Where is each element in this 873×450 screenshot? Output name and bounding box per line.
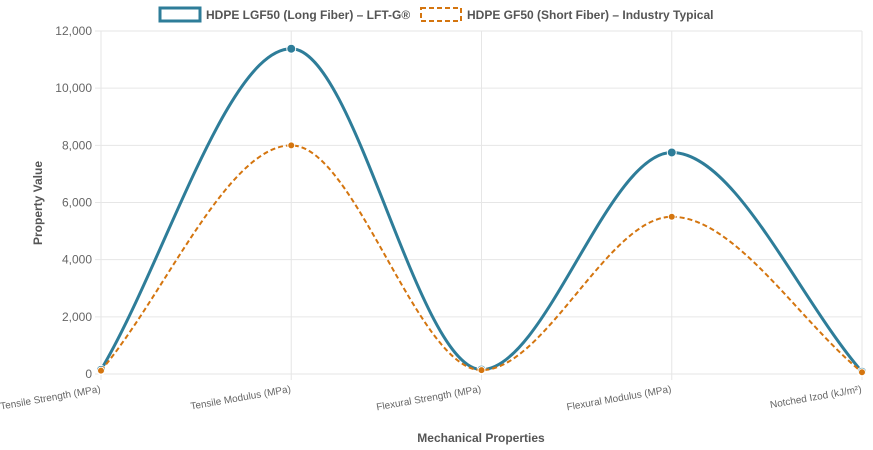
x-axis-title: Mechanical Properties bbox=[417, 431, 545, 445]
legend-label-series-2: HDPE GF50 (Short Fiber) – Industry Typic… bbox=[467, 8, 714, 22]
y-tick-label: 2,000 bbox=[62, 310, 92, 324]
y-tick-label: 6,000 bbox=[62, 196, 92, 210]
x-tick-label: Tensile Strength (MPa) bbox=[0, 384, 102, 412]
legend[interactable]: HDPE LGF50 (Long Fiber) – LFT-G® HDPE GF… bbox=[158, 6, 714, 23]
x-tick-label: Notched Izod (kJ/m²) bbox=[769, 384, 862, 411]
series-2-point bbox=[477, 366, 486, 375]
legend-item-series-1[interactable]: HDPE LGF50 (Long Fiber) – LFT-G® bbox=[158, 6, 410, 23]
series-1-line bbox=[99, 47, 864, 373]
y-tick-label: 0 bbox=[85, 367, 92, 381]
series-2-point bbox=[287, 141, 296, 150]
y-axis-title: Property Value bbox=[31, 161, 45, 245]
legend-item-series-2[interactable]: HDPE GF50 (Short Fiber) – Industry Typic… bbox=[420, 7, 714, 22]
series-1-point bbox=[286, 43, 297, 54]
series bbox=[96, 43, 867, 377]
x-tick-label: Flexural Strength (MPa) bbox=[376, 384, 482, 413]
x-tick-label: Flexural Modulus (MPa) bbox=[566, 384, 672, 413]
y-tick-label: 10,000 bbox=[55, 81, 92, 95]
legend-swatch-series-2 bbox=[420, 7, 462, 22]
x-tick-label: Tensile Modulus (MPa) bbox=[190, 384, 292, 412]
legend-swatch-series-1 bbox=[158, 6, 202, 23]
series-2-point bbox=[858, 368, 866, 377]
y-tick-label: 4,000 bbox=[62, 253, 92, 267]
series-2-point bbox=[667, 212, 676, 221]
series-1-point bbox=[666, 147, 677, 158]
legend-label-series-1: HDPE LGF50 (Long Fiber) – LFT-G® bbox=[206, 8, 410, 22]
y-tick-label: 8,000 bbox=[62, 138, 92, 152]
y-tick-label: 12,000 bbox=[55, 24, 92, 38]
series-2-line bbox=[100, 144, 863, 374]
gridlines bbox=[95, 30, 863, 380]
x-axis-ticks: Tensile Strength (MPa) Tensile Modulus (M… bbox=[0, 384, 863, 413]
y-axis-ticks: 0 2,000 4,000 6,000 8,000 10,000 12,000 bbox=[55, 24, 92, 381]
series-2-point bbox=[97, 366, 105, 375]
